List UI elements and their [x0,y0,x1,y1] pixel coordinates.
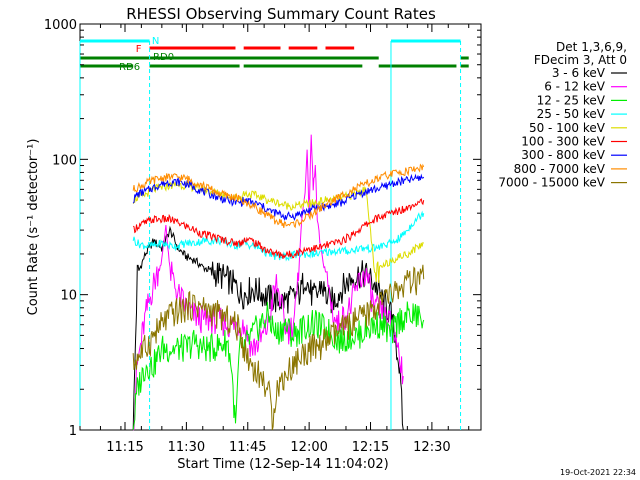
y-tick-label-2: 100 [52,153,77,168]
flag-label-rd6: RD6 [119,62,140,73]
series-line-8 [132,264,425,431]
y-tick-label-0: 1 [69,424,77,439]
series-line-3 [132,210,425,262]
legend-label-1: 6 - 12 keV [544,80,606,94]
series-line-0 [132,225,404,431]
legend-header-0: Det 1,3,6,9, [556,40,627,54]
y-tick-label-1: 10 [60,289,77,304]
flag-bars [80,39,469,68]
x-axis-label: Start Time (12-Sep-14 11:04:02) [177,457,388,472]
legend-label-3: 25 - 50 keV [537,107,606,121]
x-tick-label-5: 12:30 [413,440,450,455]
series-line-4 [132,181,424,284]
series-line-6 [132,173,425,222]
flag-label-f: F [136,44,142,55]
series-line-5 [132,198,425,259]
legend-label-7: 800 - 7000 keV [514,162,606,176]
series-line-7 [132,163,425,229]
legend-label-5: 100 - 300 keV [521,135,605,149]
flag-label-n: N [152,36,159,47]
legend-label-0: 3 - 6 keV [552,66,606,80]
chart-title: RHESSI Observing Summary Count Rates [126,5,436,23]
legend-header-1: FDecim 3, Att 0 [534,53,627,67]
series-line-2 [132,301,425,431]
legend-label-2: 12 - 25 keV [537,93,606,107]
plot-frame [79,23,482,431]
axes: 11:15 11:30 11:45 12:00 12:15 12:30 1 10 100 1000 [44,18,481,455]
legend-label-6: 300 - 800 keV [521,148,605,162]
legend-label-8: 7000 - 15000 keV [498,176,605,190]
x-tick-label-3: 12:00 [290,440,327,455]
y-tick-label-3: 1000 [44,18,77,33]
footer-timestamp: 19-Oct-2021 22:34 [560,468,636,477]
x-tick-label-2: 11:45 [229,440,266,455]
series-lines [132,134,425,431]
x-tick-label-0: 11:15 [106,440,143,455]
x-tick-label-1: 11:30 [168,440,205,455]
flag-label-rd0: RD0 [153,52,174,63]
flag-labels: NF RD0 RD6 [119,36,174,73]
legend-label-4: 50 - 100 keV [529,121,606,135]
y-axis-label: Count Rate (s⁻¹ detector⁻¹) [26,139,41,316]
x-tick-label-4: 12:15 [352,440,389,455]
